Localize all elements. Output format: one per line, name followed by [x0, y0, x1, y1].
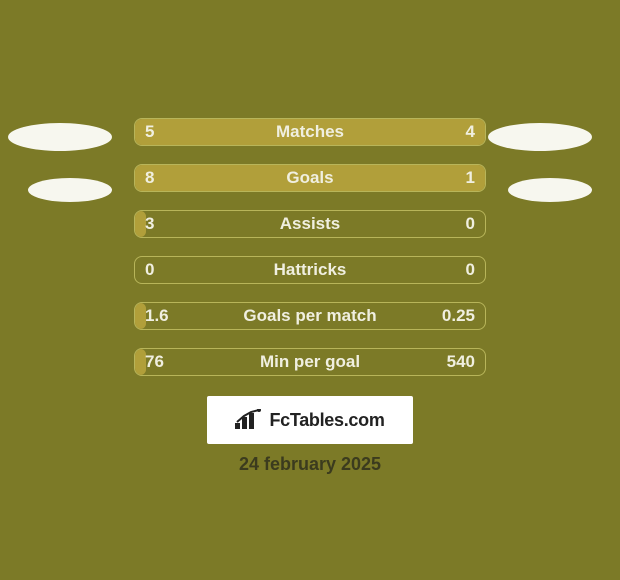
- stat-value-left: 1.6: [145, 306, 169, 326]
- stats-table: 5 4 Matches 8 1 Goals 3 0 Assists 0 0 Hattricks 1.6 0…: [134, 118, 486, 394]
- stat-value-right: 0: [466, 214, 475, 234]
- stat-value-left: 8: [145, 168, 154, 188]
- stat-row: 1.6 0.25 Goals per match: [134, 302, 486, 330]
- date-text: 24 february 2025: [0, 454, 620, 475]
- stat-value-left: 3: [145, 214, 154, 234]
- stat-label: Hattricks: [274, 260, 347, 280]
- stat-label: Goals per match: [243, 306, 376, 326]
- stat-row: 76 540 Min per goal: [134, 348, 486, 376]
- stat-label: Goals: [286, 168, 333, 188]
- stat-row: 3 0 Assists: [134, 210, 486, 238]
- ellipse-decoration: [508, 178, 592, 202]
- ellipse-decoration: [8, 123, 112, 151]
- stat-fill: [135, 211, 146, 237]
- stat-value-right: 0: [466, 260, 475, 280]
- stat-value-left: 76: [145, 352, 164, 372]
- stat-row: 8 1 Goals: [134, 164, 486, 192]
- ellipse-decoration: [488, 123, 592, 151]
- stat-fill: [135, 349, 146, 375]
- stat-value-right: 0.25: [442, 306, 475, 326]
- brand-badge: FcTables.com: [207, 396, 413, 444]
- stat-value-right: 4: [466, 122, 475, 142]
- fctables-logo-icon: [235, 409, 263, 431]
- stat-value-right: 1: [466, 168, 475, 188]
- stat-label: Min per goal: [260, 352, 360, 372]
- stat-label: Assists: [280, 214, 340, 234]
- stat-row: 5 4 Matches: [134, 118, 486, 146]
- stat-label: Matches: [276, 122, 344, 142]
- stat-value-left: 5: [145, 122, 154, 142]
- stat-row: 0 0 Hattricks: [134, 256, 486, 284]
- stat-fill: [135, 303, 146, 329]
- brand-text: FcTables.com: [269, 410, 384, 431]
- ellipse-decoration: [28, 178, 112, 202]
- stat-value-right: 540: [447, 352, 475, 372]
- stat-value-left: 0: [145, 260, 154, 280]
